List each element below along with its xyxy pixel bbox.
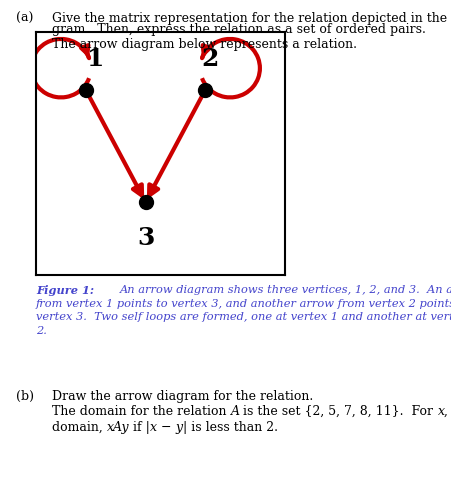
- Text: x: x: [437, 405, 443, 418]
- Text: The arrow diagram below represents a relation.: The arrow diagram below represents a rel…: [52, 38, 356, 52]
- Text: A: A: [230, 405, 239, 418]
- Text: 2: 2: [201, 47, 218, 71]
- Text: from vertex 1 points to vertex 3, and another arrow from vertex 2 points to: from vertex 1 points to vertex 3, and an…: [36, 299, 451, 309]
- Text: An arrow diagram shows three vertices, 1, 2, and 3.  An arrow: An arrow diagram shows three vertices, 1…: [120, 285, 451, 295]
- Text: vertex 3.  Two self loops are formed, one at vertex 1 and another at vertex: vertex 3. Two self loops are formed, one…: [36, 312, 451, 322]
- Text: | is less than 2.: | is less than 2.: [183, 421, 277, 434]
- Text: x: x: [150, 421, 157, 434]
- Text: if |: if |: [129, 421, 150, 434]
- Text: y: y: [175, 421, 183, 434]
- Text: (b): (b): [16, 390, 34, 403]
- Text: Figure 1:: Figure 1:: [36, 285, 94, 296]
- Text: domain,: domain,: [52, 421, 106, 434]
- Text: (a): (a): [16, 12, 33, 25]
- Text: The domain for the relation: The domain for the relation: [52, 405, 230, 418]
- Text: −: −: [157, 421, 175, 434]
- Text: ,: ,: [443, 405, 451, 418]
- Text: xAy: xAy: [106, 421, 129, 434]
- Text: 2.: 2.: [36, 326, 47, 336]
- Text: is the set {2, 5, 7, 8, 11}.  For: is the set {2, 5, 7, 8, 11}. For: [239, 405, 437, 418]
- Text: 3: 3: [137, 226, 154, 250]
- Text: Give the matrix representation for the relation depicted in the arrow dia-: Give the matrix representation for the r…: [52, 12, 451, 25]
- Text: Draw the arrow diagram for the relation.: Draw the arrow diagram for the relation.: [52, 390, 313, 403]
- Text: 1: 1: [87, 47, 104, 71]
- Text: gram.  Then, express the relation as a set of ordered pairs.: gram. Then, express the relation as a se…: [52, 23, 425, 37]
